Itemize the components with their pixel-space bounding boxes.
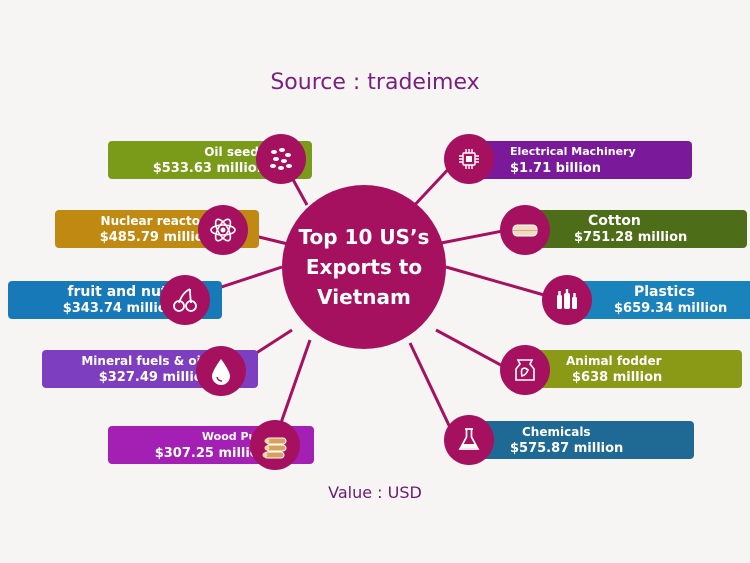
label-animal-fodder: Animal fodder $638 million: [518, 350, 742, 388]
center-title-line1: Top 10 US’s: [298, 225, 430, 249]
label-value: $575.87 million: [510, 440, 624, 456]
label-value: $659.34 million: [614, 300, 728, 316]
label-value: $327.49 million: [98, 369, 212, 385]
label-name: Nuclear reactors: [100, 213, 213, 228]
label-name: fruit and nuts: [67, 283, 176, 300]
chip-icon: [444, 134, 494, 184]
atom-icon: [198, 205, 248, 255]
label-name: Chemicals: [522, 424, 591, 439]
center-title-line2: Exports to: [305, 255, 423, 279]
unit-text: Value : USD: [328, 483, 422, 502]
label-value: $307.25 million: [154, 445, 268, 461]
flask-icon: [444, 415, 494, 465]
label-name: Wood Pulp: [201, 429, 268, 443]
label-value: $1.71 billion: [510, 160, 601, 176]
seeds-icon: [256, 134, 306, 184]
label-value: $638 million: [572, 369, 663, 385]
cotton-bale-icon: [500, 205, 550, 255]
label-electrical-machinery: Electrical Machinery $1.71 billion: [462, 141, 692, 179]
label-plastics: Plastics $659.34 million: [566, 281, 750, 319]
source-text: Source : tradeimex: [270, 70, 480, 95]
fodder-bag-icon: [500, 345, 550, 395]
label-name: Oil seeds: [204, 144, 266, 159]
plastic-bottles-icon: [542, 275, 592, 325]
wood-log-icon: [250, 420, 300, 470]
label-chemicals: Chemicals $575.87 million: [462, 421, 694, 459]
center-title: Top 10 US’s Exports to Vietnam: [282, 185, 446, 349]
label-value: $751.28 million: [574, 229, 688, 245]
label-value: $533.63 million: [152, 160, 266, 176]
cherry-icon: [160, 275, 210, 325]
label-cotton: Cotton $751.28 million: [526, 210, 747, 248]
label-value: $343.74 million: [62, 300, 176, 316]
label-name: Cotton: [588, 212, 641, 229]
center-title-line3: Vietnam: [317, 285, 411, 309]
oil-drop-icon: [196, 346, 246, 396]
label-name: Electrical Machinery: [510, 144, 636, 158]
label-name: Animal fodder: [566, 353, 662, 368]
label-name: Mineral fuels & oils: [81, 353, 212, 368]
label-value: $485.79 million: [99, 229, 213, 245]
label-name: Plastics: [634, 283, 695, 300]
